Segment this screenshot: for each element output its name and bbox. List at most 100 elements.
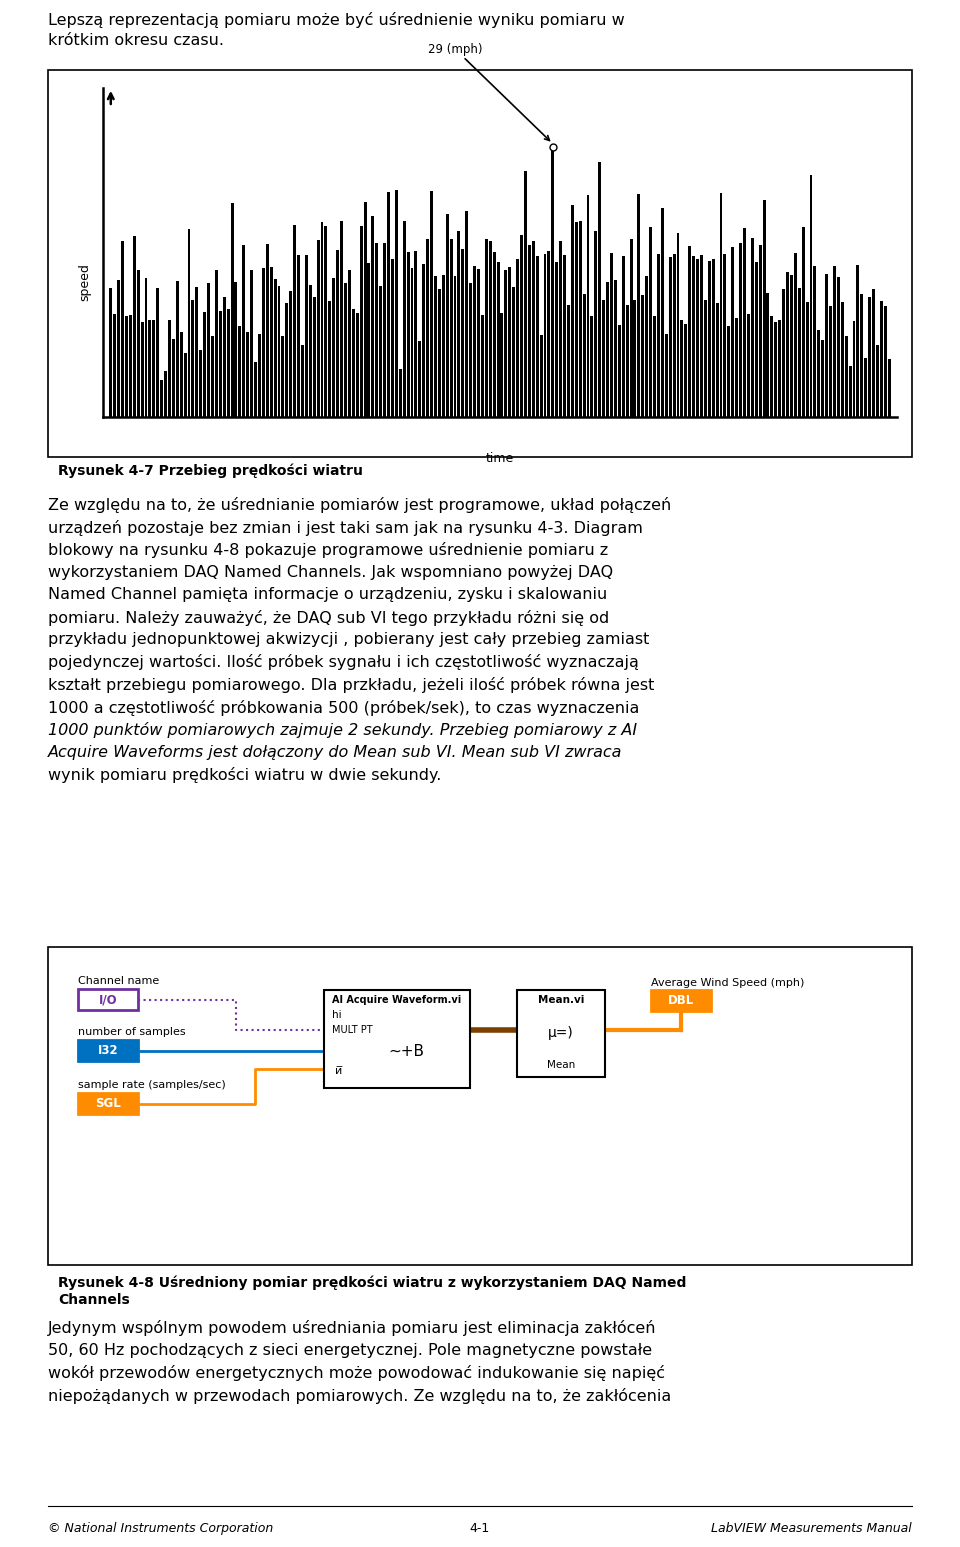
Bar (368, 263, 371, 418)
Bar (664, 334, 668, 418)
Bar (751, 238, 754, 418)
Bar (262, 268, 265, 418)
Bar (860, 294, 863, 418)
Bar (543, 254, 546, 418)
Bar (732, 248, 734, 418)
Bar (395, 190, 397, 418)
Text: AI Acquire Waveform.vi: AI Acquire Waveform.vi (332, 995, 462, 1006)
Bar (466, 210, 468, 418)
Bar (794, 252, 797, 418)
Bar (649, 227, 652, 418)
Bar (489, 241, 492, 418)
Bar (419, 340, 421, 418)
Text: MULT PT: MULT PT (331, 1024, 372, 1035)
Bar (833, 266, 836, 418)
Bar (180, 333, 182, 418)
Bar (227, 309, 229, 418)
Bar (528, 244, 531, 418)
Bar (309, 285, 312, 418)
Bar (477, 269, 480, 418)
Bar (132, 237, 135, 418)
Bar (884, 306, 887, 418)
Bar (78, 990, 138, 1010)
Bar (340, 221, 343, 418)
Text: Channels: Channels (58, 1293, 130, 1307)
Bar (775, 322, 778, 418)
Bar (602, 300, 605, 418)
Bar (348, 271, 350, 418)
Bar (305, 255, 308, 418)
Bar (458, 231, 461, 418)
Bar (266, 244, 269, 418)
Bar (681, 320, 684, 418)
Bar (660, 207, 663, 418)
Bar (704, 300, 707, 418)
Bar (258, 334, 261, 418)
Bar (802, 227, 804, 418)
Text: pojedynczej wartości. Ilość próbek sygnału i ich częstotliwość wyznaczają: pojedynczej wartości. Ilość próbek sygna… (48, 654, 638, 670)
Bar (453, 275, 456, 418)
Bar (336, 249, 339, 418)
Bar (140, 322, 144, 418)
Bar (739, 243, 742, 418)
Bar (651, 990, 711, 1010)
Bar (78, 1040, 138, 1061)
Text: 1000 punktów pomiarowych zajmuje 2 sekundy. Przebieg pomiarowy z AI: 1000 punktów pomiarowych zajmuje 2 sekun… (48, 722, 637, 738)
Bar (653, 316, 656, 418)
Text: number of samples: number of samples (78, 1027, 185, 1038)
Bar (798, 288, 801, 418)
Bar (121, 241, 124, 418)
Bar (817, 330, 820, 418)
Bar (438, 289, 441, 418)
Bar (422, 265, 425, 418)
Text: Mean.vi: Mean.vi (538, 995, 585, 1006)
Bar (536, 255, 539, 418)
Bar (324, 990, 470, 1089)
Bar (579, 221, 582, 418)
Bar (590, 316, 593, 418)
Text: Acquire Waveforms jest dołączony do Mean sub VI. Mean sub VI zwraca: Acquire Waveforms jest dołączony do Mean… (48, 744, 622, 760)
Bar (360, 226, 363, 418)
Bar (109, 288, 112, 418)
Bar (145, 278, 148, 418)
Bar (344, 283, 347, 418)
Text: wynik pomiaru prędkości wiatru w dwie sekundy.: wynik pomiaru prędkości wiatru w dwie se… (48, 767, 442, 783)
Bar (634, 300, 636, 418)
Bar (398, 370, 401, 418)
Bar (688, 246, 691, 418)
Bar (637, 193, 640, 418)
Text: urządzeń pozostaje bez zmian i jest taki sam jak na rysunku 4-3. Diagram: urządzeń pozostaje bez zmian i jest taki… (48, 520, 643, 535)
Bar (125, 316, 128, 418)
Bar (551, 147, 554, 418)
Bar (297, 255, 300, 418)
Bar (677, 232, 680, 418)
Bar (669, 257, 672, 418)
Bar (606, 282, 609, 418)
Bar (207, 283, 210, 418)
Bar (204, 311, 206, 418)
Bar (852, 320, 855, 418)
Bar (328, 302, 331, 418)
Bar (434, 277, 437, 418)
Bar (805, 302, 808, 418)
Bar (383, 243, 386, 418)
Bar (594, 231, 597, 418)
Bar (826, 274, 828, 418)
Bar (196, 288, 199, 418)
Bar (735, 319, 738, 418)
Bar (473, 266, 476, 418)
Bar (630, 240, 633, 418)
Bar (762, 200, 765, 418)
Bar (426, 240, 429, 418)
Bar (375, 243, 378, 418)
Bar (293, 226, 296, 418)
Text: Named Channel pamięta informacje o urządzeniu, zysku i skalowaniu: Named Channel pamięta informacje o urząd… (48, 586, 608, 602)
Bar (48, 70, 912, 456)
Text: krótkim okresu czasu.: krótkim okresu czasu. (48, 32, 224, 48)
Bar (254, 362, 257, 418)
Bar (462, 249, 465, 418)
Bar (313, 297, 316, 418)
Text: I32: I32 (98, 1044, 118, 1057)
Bar (324, 226, 327, 418)
Bar (516, 258, 519, 418)
